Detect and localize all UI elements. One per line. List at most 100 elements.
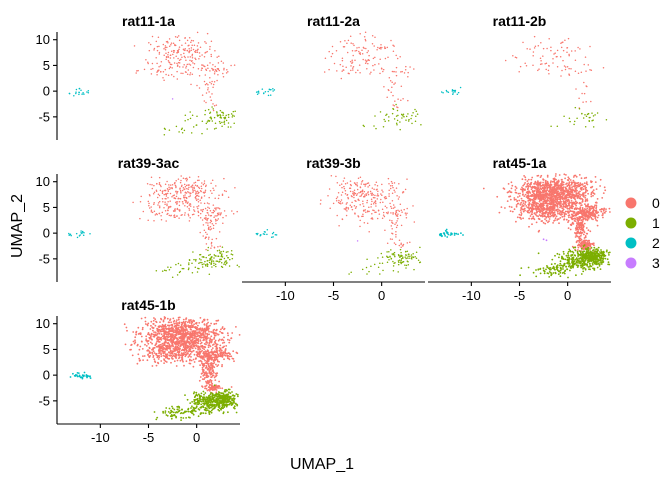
cluster-0-point xyxy=(332,202,335,205)
cluster-0-point xyxy=(204,236,207,238)
cluster-1-point xyxy=(396,109,399,112)
cluster-0-point xyxy=(523,175,525,177)
cluster-1-point xyxy=(219,251,221,253)
cluster-0-point xyxy=(540,42,542,44)
cluster-2-point xyxy=(86,91,88,93)
points-rat11-2b xyxy=(440,35,608,128)
cluster-0-point xyxy=(146,183,149,185)
cluster-0-point xyxy=(153,47,156,50)
cluster-0-point xyxy=(158,176,161,179)
cluster-0-point xyxy=(544,201,547,204)
cluster-2-point xyxy=(87,91,90,94)
cluster-0-point xyxy=(157,193,160,195)
cluster-0-point xyxy=(186,49,188,52)
cluster-0-point xyxy=(207,224,209,227)
cluster-0-point xyxy=(366,199,369,202)
cluster-0-point xyxy=(183,197,186,199)
cluster-0-point xyxy=(203,80,206,83)
cluster-0-point xyxy=(565,213,567,216)
cluster-0-point xyxy=(203,229,206,231)
cluster-1-point xyxy=(189,117,192,120)
cluster-0-point xyxy=(158,53,161,55)
cluster-0-point xyxy=(553,186,556,189)
cluster-0-point xyxy=(583,63,585,66)
cluster-0-point xyxy=(342,45,345,48)
cluster-1-point xyxy=(586,256,588,259)
cluster-2-point xyxy=(75,91,77,93)
cluster-1-point xyxy=(546,265,548,267)
cluster-0-point xyxy=(164,46,167,49)
cluster-0-point xyxy=(343,187,346,190)
cluster-0-point xyxy=(222,222,224,225)
cluster-0-point xyxy=(206,219,208,222)
cluster-0-point xyxy=(196,84,198,87)
cluster-0-point xyxy=(381,194,383,196)
points-rat39-3ac xyxy=(68,175,240,278)
cluster-0-point xyxy=(189,56,192,58)
cluster-1-point xyxy=(584,114,586,116)
cluster-0-point xyxy=(564,66,567,68)
cluster-0-point xyxy=(209,221,211,224)
cluster-0-point xyxy=(596,198,599,200)
cluster-1-point xyxy=(553,268,556,271)
cluster-2-point xyxy=(445,228,448,231)
cluster-0-point xyxy=(220,349,223,352)
cluster-0-point xyxy=(158,51,161,54)
cluster-0-point xyxy=(536,175,539,177)
cluster-1-point xyxy=(399,128,401,131)
cluster-0-point xyxy=(366,51,368,54)
cluster-0-point xyxy=(153,331,156,333)
cluster-0-point xyxy=(205,248,207,251)
cluster-0-point xyxy=(361,193,363,196)
cluster-1-point xyxy=(231,253,234,256)
cluster-1-point xyxy=(224,261,226,264)
cluster-1-point xyxy=(208,273,211,275)
cluster-0-point xyxy=(188,186,190,189)
cluster-0-point xyxy=(180,179,182,182)
cluster-2-point xyxy=(263,233,266,236)
cluster-0-point xyxy=(183,64,185,66)
cluster-0-point xyxy=(524,178,527,181)
cluster-0-point xyxy=(141,328,144,331)
cluster-0-point xyxy=(509,210,512,213)
cluster-1-point xyxy=(224,260,227,262)
cluster-0-point xyxy=(553,183,556,186)
cluster-0-point xyxy=(394,243,397,246)
cluster-0-point xyxy=(548,186,551,189)
cluster-0-point xyxy=(585,100,587,103)
cluster-0-point xyxy=(184,42,187,44)
cluster-0-point xyxy=(202,191,205,194)
cluster-2-point xyxy=(81,231,84,233)
cluster-0-point xyxy=(593,244,595,247)
cluster-0-point xyxy=(538,189,540,191)
cluster-0-point xyxy=(536,184,539,186)
cluster-1-point xyxy=(213,128,216,130)
cluster-1-point xyxy=(559,275,562,278)
cluster-1-point xyxy=(599,268,602,270)
cluster-0-point xyxy=(377,209,380,212)
cluster-0-point xyxy=(218,194,220,196)
cluster-0-point xyxy=(333,62,336,65)
cluster-0-point xyxy=(182,66,184,68)
cluster-1-point xyxy=(393,251,396,254)
cluster-0-point xyxy=(207,67,209,69)
cluster-0-point xyxy=(395,66,398,69)
cluster-1-point xyxy=(590,251,593,254)
cluster-2-point xyxy=(440,91,443,93)
cluster-0-point xyxy=(214,339,217,342)
cluster-0-point xyxy=(375,205,377,207)
cluster-0-point xyxy=(551,194,553,196)
cluster-0-point xyxy=(197,68,200,70)
cluster-1-point xyxy=(379,111,382,113)
cluster-0-point xyxy=(161,197,164,200)
cluster-0-point xyxy=(220,213,222,215)
cluster-1-point xyxy=(410,117,412,120)
cluster-1-point xyxy=(549,266,551,269)
cluster-1-point xyxy=(586,113,589,116)
cluster-0-point xyxy=(569,193,572,196)
cluster-0-point xyxy=(391,220,393,222)
cluster-0-point xyxy=(204,83,207,86)
cluster-1-point xyxy=(377,257,379,259)
cluster-1-point xyxy=(230,253,233,255)
cluster-2-point xyxy=(272,236,274,238)
